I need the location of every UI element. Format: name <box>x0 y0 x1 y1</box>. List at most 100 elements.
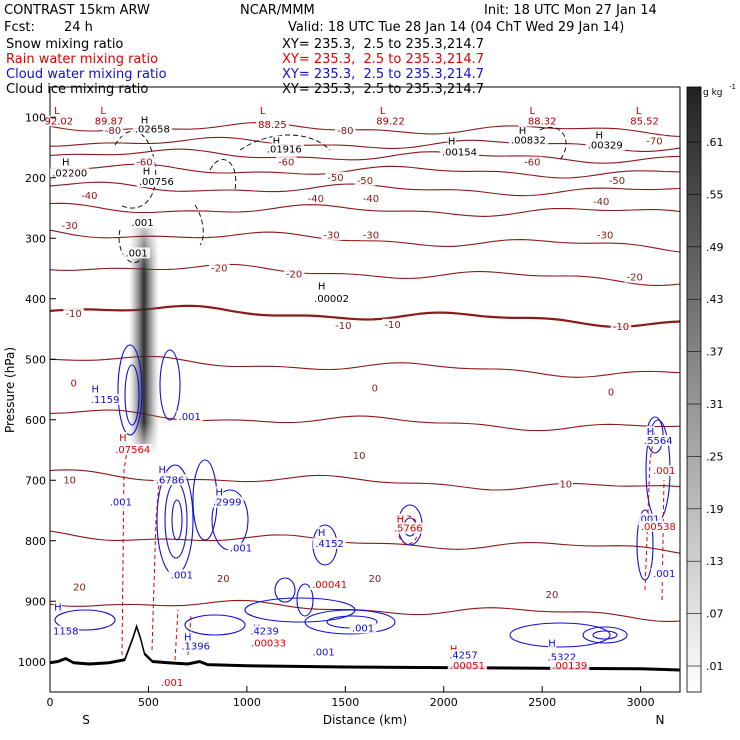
contour-label: .01916 <box>267 144 302 155</box>
x-axis: 0 500 1000 1500 2000 2500 3000 <box>47 686 655 709</box>
contour-label: 92.02 <box>45 117 74 128</box>
isotherm-line <box>50 148 680 164</box>
rain-water-contour <box>151 469 161 651</box>
y-tick-label: 600 <box>25 414 46 427</box>
x-tick-label: 0 <box>47 696 54 709</box>
contour-label: -20 <box>211 264 227 275</box>
x-tick-label: 2000 <box>430 696 458 709</box>
contour-label: 10 <box>559 480 572 491</box>
field-name-cloud-water: Cloud water mixing ratio <box>6 67 167 82</box>
contour-label: H <box>273 136 281 147</box>
cloud-water-contour <box>171 499 183 541</box>
colorbar-tick-label: .01 <box>706 660 724 673</box>
contour-label: H <box>519 126 527 137</box>
contour-label: .4239 <box>250 627 279 638</box>
x-tick-label: 2500 <box>528 696 556 709</box>
y-axis: 100 200 300 400 500 600 700 800 900 1000 <box>18 111 56 669</box>
contour-label: .001 <box>313 648 335 659</box>
contour-label: L <box>100 106 106 117</box>
org-label: NCAR/MMM <box>240 3 315 18</box>
contour-label: .001 <box>131 218 153 229</box>
contour-label: .1159 <box>91 395 120 406</box>
plot-frame <box>49 86 681 693</box>
contour-label: H <box>158 465 166 476</box>
terrain-surface <box>50 623 680 692</box>
forecast-label: Fcst: <box>4 20 35 35</box>
isotherm-line <box>50 469 680 491</box>
colorbar-tick-label: .25 <box>706 450 724 463</box>
colorbar: g kg -1 .61 .55 .49 .43 .37 .31 .25 .19 .13 .07 .0… <box>686 83 736 693</box>
contour-label: -70 <box>646 136 662 147</box>
field-xy-cloud-water: XY= 235.3, 2.5 to 235.3,214.7 <box>282 67 485 82</box>
y-tick-label: 200 <box>25 172 46 185</box>
contour-label: L <box>260 106 266 117</box>
contour-label: .001 <box>125 248 147 259</box>
contour-label: H <box>596 130 604 141</box>
contour-label: 0 <box>608 388 614 399</box>
colorbar-unit-exponent: -1 <box>729 83 736 91</box>
cloud-water-contour <box>509 622 611 648</box>
colorbar-tick-label: .61 <box>706 136 724 149</box>
contour-label: 85.52 <box>630 117 659 128</box>
contour-label: -30 <box>597 230 613 241</box>
contour-label: H <box>92 385 100 396</box>
colorbar-tick-label: .31 <box>706 398 724 411</box>
contour-label: L <box>530 106 536 117</box>
contour-label: -20 <box>627 273 643 284</box>
colorbar-ramp <box>686 86 702 693</box>
forecast-hours: 24 h <box>64 20 93 35</box>
contour-label: H <box>397 515 405 526</box>
contour-label: H <box>184 633 192 644</box>
cloud-water-contour <box>54 609 116 631</box>
colorbar-tick-label: .37 <box>706 346 724 359</box>
contour-label: .00154 <box>442 147 477 158</box>
y-axis-title: Pressure (hPa) <box>3 347 17 433</box>
contour-label: .001 <box>171 570 193 581</box>
contour-label: H <box>448 136 456 147</box>
colorbar-tick-label: .49 <box>706 241 724 254</box>
contour-label: H <box>647 427 655 438</box>
y-tick-label: 700 <box>25 474 46 487</box>
colorbar-tick-label: .43 <box>706 293 724 306</box>
contour-label: .00329 <box>588 141 623 152</box>
contour-label: .001 <box>653 466 675 477</box>
contour-label: .4257 <box>449 651 478 662</box>
contour-label: .07564 <box>115 445 150 456</box>
direction-south: S <box>82 713 90 727</box>
cloud-water-contour <box>592 630 618 640</box>
x-tick-label: 1000 <box>233 696 261 709</box>
isotherm-line <box>50 530 680 554</box>
contour-label: .00756 <box>139 177 174 188</box>
contour-label: .02200 <box>52 169 87 180</box>
y-tick-label: 100 <box>25 111 46 124</box>
isotherm-line <box>50 136 680 152</box>
contour-label: .5766 <box>394 524 423 535</box>
contour-label: -30 <box>363 230 379 241</box>
colorbar-tick-label: .07 <box>706 608 724 621</box>
contour-label: 0 <box>70 378 76 389</box>
contour-label: .6786 <box>156 475 185 486</box>
contour-label: .5564 <box>644 436 673 447</box>
contour-labels: L92.02L89.87L88.25L89.22L88.32L85.52-80-… <box>42 105 678 689</box>
init-time: Init: 18 UTC Mon 27 Jan 14 <box>484 3 657 18</box>
contour-label: -10 <box>384 320 400 331</box>
colorbar-unit: g kg <box>703 88 723 98</box>
contour-label: L <box>54 106 60 117</box>
field-name-rain: Rain water mixing ratio <box>6 52 159 67</box>
y-tick-label: 900 <box>25 595 46 608</box>
field-xy-snow: XY= 235.3, 2.5 to 235.3,214.7 <box>282 37 485 52</box>
cloud-water-contours <box>54 344 671 648</box>
cloud-ice-contour <box>194 204 204 246</box>
cloud-ice-contour <box>209 159 237 191</box>
contour-label: -50 <box>357 176 373 187</box>
rain-water-contour <box>121 444 129 656</box>
field-name-snow: Snow mixing ratio <box>6 37 124 52</box>
contour-label: 20 <box>546 590 559 601</box>
contour-label: .00041 <box>312 580 347 591</box>
contour-label: -40 <box>593 197 609 208</box>
contour-label: .5322 <box>548 653 577 664</box>
y-tick-label: 400 <box>25 293 46 306</box>
contour-label: .00033 <box>251 639 286 650</box>
contour-label: L <box>636 106 642 117</box>
